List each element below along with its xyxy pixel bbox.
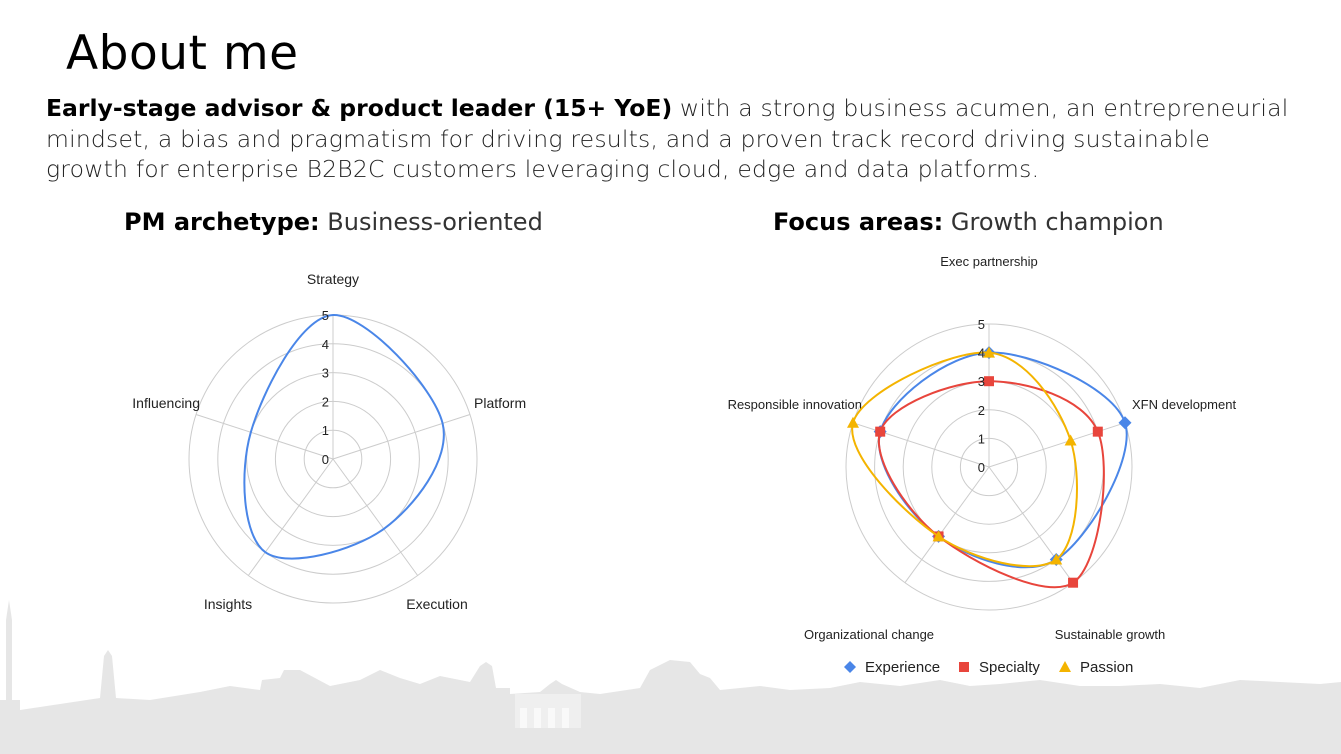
axis-spoke-responsible-innovation [852,422,990,468]
axis-spoke-platform [332,414,471,460]
pm-archetype-heading-label: PM archetype: [124,208,320,236]
data-point-passion-sustainable-growth [1050,553,1063,565]
legend-label-specialty: Specialty [979,659,1040,676]
intro-text: with a strong business acumen, an entrep… [46,94,1289,183]
legend-marker-specialty [959,662,969,672]
data-point-passion-exec-partnership [983,346,995,358]
category-label-exec-partnership: Exec partnership [940,254,1038,269]
radial-tick-4: 4 [978,346,985,361]
category-label-platform: Platform [474,395,526,411]
radial-tick-1: 1 [978,431,985,446]
category-label-influencing: Influencing [132,395,200,411]
radial-tick-2: 2 [978,403,985,418]
page-title: About me [66,26,299,81]
intro-paragraph: Early-stage advisor & product leader (15… [46,93,1296,185]
radial-tick-3: 3 [978,374,985,389]
data-point-experience-xfn-development [1118,416,1132,430]
city-skyline-decoration [0,600,1341,754]
legend-marker-passion [1059,661,1071,672]
category-label-sustainable-growth: Sustainable growth [1055,627,1166,642]
radial-tick-4: 4 [322,337,329,352]
data-point-specialty-responsible-innovation [875,426,886,437]
series-line-passion [851,351,1078,568]
focus-areas-heading-label: Focus areas: [773,208,944,236]
series-line-specialty [877,380,1105,589]
category-label-insights: Insights [204,596,252,612]
intro-bold-text: Early-stage advisor & product leader (15… [46,94,673,122]
category-label-strategy: Strategy [307,271,359,287]
axis-spoke-execution [332,458,419,576]
radial-tick-1: 1 [322,423,329,438]
legend-label-passion: Passion [1080,659,1133,676]
pm-archetype-heading-value: Business-oriented [327,208,543,236]
data-point-specialty-exec-partnership [984,376,994,387]
focus-areas-heading-value: Growth champion [950,208,1164,236]
pm-archetype-heading: PM archetype: Business-oriented [124,208,543,236]
category-label-organizational-change: Organizational change [804,627,934,642]
radial-tick-5: 5 [978,317,985,332]
radial-tick-0: 0 [322,452,329,467]
data-point-passion-xfn-development [1064,434,1077,446]
series-line-experience [877,351,1128,569]
data-point-passion-responsible-innovation [846,416,859,428]
axis-spoke-influencing [195,414,334,460]
data-point-specialty-xfn-development [1092,426,1103,437]
series-line-0 [243,313,445,560]
legend-marker-experience [844,661,856,673]
radial-tick-0: 0 [978,460,985,475]
radial-tick-5: 5 [322,308,329,323]
legend-label-experience: Experience [865,659,940,676]
axis-spoke-organizational-change [904,466,990,583]
category-label-xfn-development: XFN development [1132,397,1236,412]
chart-legend: Experience Specialty Passion [844,659,1133,676]
category-label-execution: Execution [406,596,467,612]
axis-spoke-insights [247,458,334,576]
radial-tick-2: 2 [322,394,329,409]
category-label-responsible-innovation: Responsible innovation [728,397,862,412]
axis-spoke-xfn-development [988,422,1126,468]
data-point-specialty-sustainable-growth [1068,577,1079,588]
data-point-passion-organizational-change [932,530,945,542]
focus-areas-heading: Focus areas: Growth champion [773,208,1164,236]
radial-tick-3: 3 [322,366,329,381]
